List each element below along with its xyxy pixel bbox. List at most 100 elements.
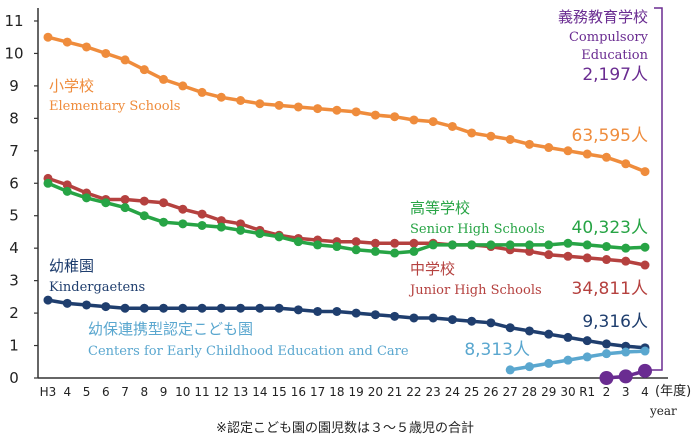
- x-tick-label: 9: [160, 385, 168, 399]
- y-tick-label: 5: [9, 207, 19, 225]
- label-junior-en: Junior High Schools: [408, 283, 542, 298]
- data-point-compulsory: [638, 363, 652, 378]
- data-point-junior: [197, 209, 207, 219]
- data-point-elementary: [101, 48, 111, 58]
- data-point-elementary: [428, 117, 438, 127]
- data-point-kindergarten: [178, 303, 188, 313]
- y-tick-label: 4: [9, 239, 19, 257]
- x-tick-label: 2: [603, 385, 611, 399]
- y-tick-label: 2: [9, 304, 19, 322]
- data-point-junior: [120, 194, 130, 204]
- data-point-kindergarten: [370, 310, 380, 320]
- data-point-junior: [351, 237, 361, 247]
- data-point-junior: [544, 250, 554, 260]
- data-point-junior: [159, 198, 169, 208]
- label-certified-jp: 幼保連携型認定こども園: [88, 320, 253, 338]
- data-point-elementary: [544, 143, 554, 153]
- data-point-senior: [370, 246, 380, 256]
- data-point-senior: [390, 248, 400, 258]
- label-kindergarten-en: Kindergaetens: [49, 280, 145, 295]
- data-point-elementary: [447, 121, 457, 131]
- x-tick-label: 14: [252, 385, 267, 399]
- x-tick-label: 17: [310, 385, 325, 399]
- series-labels: 小学校 Elementary Schools 63,595人 高等学校 Seni…: [49, 7, 663, 371]
- x-tick-label: 5: [83, 385, 91, 399]
- data-point-kindergarten: [43, 295, 53, 305]
- data-point-elementary: [62, 37, 72, 47]
- data-point-junior: [62, 180, 72, 190]
- data-point-junior: [139, 196, 149, 206]
- data-point-elementary: [640, 167, 650, 177]
- data-point-elementary: [255, 99, 265, 109]
- data-point-certified: [505, 365, 515, 375]
- data-point-junior: [178, 204, 188, 214]
- y-tick-label: 8: [9, 109, 19, 127]
- label-compulsory-jp: 義務教育学校: [558, 8, 648, 26]
- data-point-elementary: [332, 105, 342, 115]
- data-point-certified: [582, 352, 592, 362]
- data-point-senior: [467, 240, 477, 250]
- data-point-kindergarten: [505, 323, 515, 333]
- label-elementary-en: Elementary Schools: [49, 99, 180, 114]
- data-point-kindergarten: [159, 303, 169, 313]
- x-tick-label: 3: [622, 385, 630, 399]
- series-kindergarten: [43, 295, 650, 353]
- footnote: ※認定こども園の園児数は３～５歳児の合計: [216, 420, 474, 436]
- x-tick-label: 29: [541, 385, 556, 399]
- y-tick-label: 0: [9, 369, 19, 387]
- y-tick-label: 7: [9, 142, 19, 160]
- data-point-senior: [159, 217, 169, 227]
- x-tick-label: 18: [329, 385, 344, 399]
- data-point-junior: [563, 251, 573, 261]
- series-junior: [43, 173, 650, 270]
- data-point-kindergarten: [563, 332, 573, 342]
- data-point-elementary: [505, 134, 515, 144]
- series-compulsory: [599, 363, 652, 385]
- label-elementary-jp: 小学校: [49, 77, 94, 95]
- y-tick-label: 11: [4, 12, 23, 30]
- x-tick-label: 26: [483, 385, 498, 399]
- x-tick-label: 11: [194, 385, 209, 399]
- data-point-elementary: [370, 110, 380, 120]
- x-tick-label: 22: [406, 385, 421, 399]
- y-tick-label: 1: [9, 337, 19, 355]
- data-point-junior: [582, 253, 592, 263]
- x-tick-label: 21: [387, 385, 402, 399]
- data-point-certified: [640, 346, 650, 356]
- data-point-senior: [293, 237, 303, 247]
- label-certified-en: Centers for Early Childhood Education an…: [88, 344, 409, 359]
- data-point-certified: [601, 349, 611, 359]
- data-point-senior: [255, 229, 265, 239]
- label-compulsory-en-2: Education: [581, 48, 648, 63]
- data-point-kindergarten: [82, 300, 92, 310]
- data-point-kindergarten: [197, 303, 207, 313]
- data-point-senior: [62, 186, 72, 196]
- data-point-senior: [563, 238, 573, 248]
- data-point-senior: [582, 240, 592, 250]
- data-point-senior: [428, 240, 438, 250]
- data-point-senior: [505, 240, 515, 250]
- data-point-elementary: [139, 65, 149, 75]
- data-point-junior: [640, 260, 650, 270]
- y-tick-label: 10: [4, 44, 23, 62]
- data-point-senior: [236, 225, 246, 235]
- data-point-senior: [274, 232, 284, 242]
- series-lines: [43, 32, 652, 385]
- data-point-compulsory: [599, 371, 614, 385]
- data-point-kindergarten: [274, 303, 284, 313]
- data-point-senior: [351, 245, 361, 255]
- data-point-elementary: [351, 107, 361, 117]
- data-point-senior: [139, 211, 149, 221]
- x-tick-label: 12: [214, 385, 229, 399]
- data-point-elementary: [582, 149, 592, 159]
- data-point-junior: [216, 216, 226, 226]
- data-point-senior: [544, 240, 554, 250]
- x-tick-label: 10: [175, 385, 190, 399]
- data-point-kindergarten: [428, 313, 438, 323]
- data-point-junior: [621, 256, 631, 266]
- data-point-junior: [236, 219, 246, 229]
- data-point-senior: [447, 240, 457, 250]
- data-point-certified: [563, 355, 573, 365]
- data-point-senior: [216, 222, 226, 232]
